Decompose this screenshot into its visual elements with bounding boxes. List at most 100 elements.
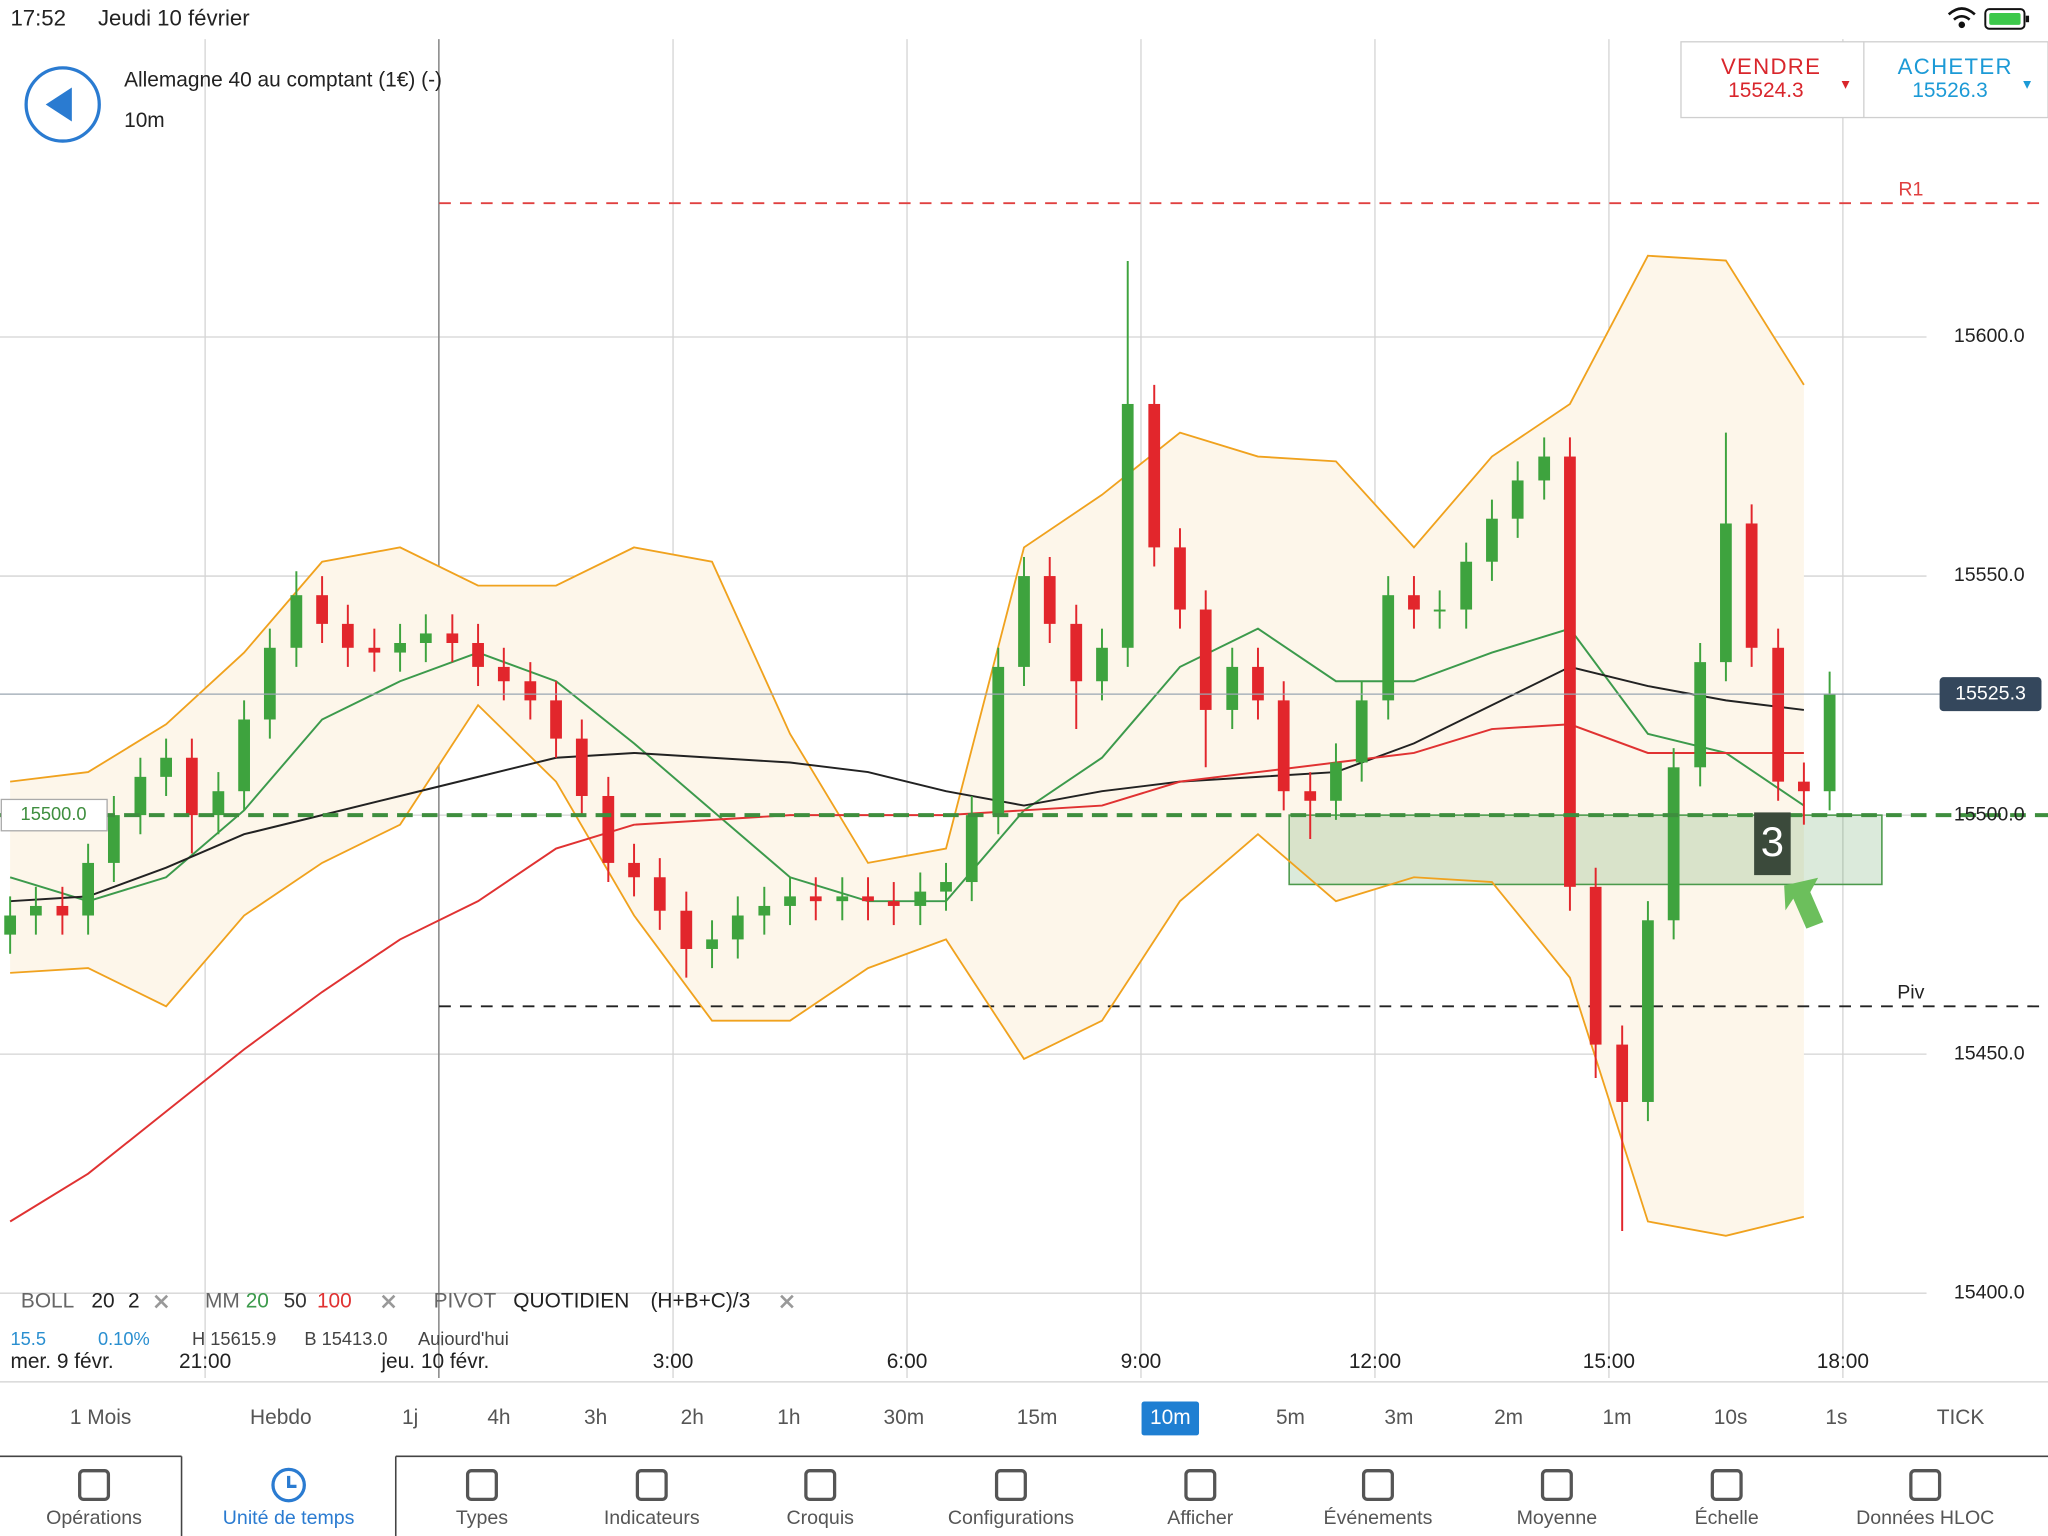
toolbar-icon <box>804 1469 837 1502</box>
back-button[interactable] <box>24 66 101 143</box>
timeframe-button[interactable]: 1j <box>402 1406 418 1429</box>
candle-body <box>341 623 354 648</box>
timeframe-button[interactable]: 1 Mois <box>70 1406 131 1429</box>
toolbar-button[interactable]: Opérations <box>46 1507 142 1529</box>
candle-body <box>290 595 303 648</box>
quote-box <box>1680 41 2048 119</box>
wifi-icon <box>1947 7 1976 29</box>
toolbar-icon <box>635 1469 668 1502</box>
candle-body <box>419 633 432 644</box>
toolbar-icon <box>1184 1469 1217 1502</box>
candle-body <box>1226 666 1239 710</box>
candle-body <box>472 643 484 667</box>
last-price-label: 15525.3 <box>1955 682 2026 704</box>
boll-deviation: 2 <box>128 1290 140 1313</box>
timeframe-button[interactable]: 1s <box>1825 1406 1847 1429</box>
toolbar-icon <box>271 1467 306 1503</box>
candle-body <box>1798 781 1810 792</box>
candle-body <box>784 896 796 906</box>
bollinger-upper <box>10 254 1805 864</box>
pivot-level-label: R1 <box>1898 178 1923 200</box>
candle-body <box>1667 767 1680 921</box>
timeframe-button[interactable]: 2m <box>1494 1406 1523 1429</box>
toolbar-button[interactable]: Croquis <box>787 1507 855 1529</box>
remove-icons[interactable] <box>154 1294 794 1309</box>
timeframe-button[interactable]: 3h <box>584 1406 607 1429</box>
selected-timeframe-bg <box>1141 1401 1200 1436</box>
info-text: B 15413.0 <box>304 1328 387 1349</box>
candle-body <box>185 757 198 816</box>
toolbar-button[interactable]: Événements <box>1324 1506 1433 1529</box>
mm-label: MM <box>205 1290 240 1313</box>
candle-body <box>706 939 718 949</box>
candle-body <box>1148 403 1161 548</box>
candle-body <box>316 595 328 624</box>
timeframe-button[interactable]: 10m <box>1150 1406 1191 1429</box>
pivot-formula: (H+B+C)/3 <box>650 1290 750 1313</box>
buy-button[interactable]: ACHETER 15526.3 <box>1898 54 2032 102</box>
toolbar-button[interactable]: Types <box>456 1507 508 1529</box>
timeframe-button[interactable]: 4h <box>487 1406 510 1429</box>
timeframe-button[interactable]: 10s <box>1714 1406 1748 1429</box>
candle-body <box>1330 762 1342 801</box>
timeframe-button[interactable]: Hebdo <box>250 1406 312 1429</box>
candle-body <box>238 719 250 792</box>
candle-body <box>965 815 978 883</box>
buy-price: 15526.3 <box>1912 79 1987 102</box>
boll-period: 20 <box>91 1290 114 1313</box>
candle-body <box>1199 609 1212 710</box>
candle-body <box>680 910 693 949</box>
toolbar-button[interactable]: Configurations <box>948 1507 1074 1529</box>
candle-body <box>653 877 666 911</box>
status-time: 17:52 <box>10 5 66 30</box>
candle-body <box>1772 647 1785 782</box>
toolbar-button[interactable]: Afficher <box>1167 1507 1233 1529</box>
sell-button[interactable]: VENDRE 15524.3 <box>1721 54 1850 102</box>
candle-body <box>887 901 900 906</box>
y-tick-label: 15550.0 <box>1954 564 2025 586</box>
toolbar-button[interactable]: Données HLOC <box>1856 1507 1994 1529</box>
interval-label: 10m <box>124 109 165 132</box>
candle-body <box>524 681 537 701</box>
timeframe-button[interactable]: 30m <box>884 1406 925 1429</box>
timeframe-button[interactable]: TICK <box>1937 1406 1985 1429</box>
marker-box <box>1754 812 1791 876</box>
moving-average <box>9 627 1805 903</box>
arrow-icon <box>1784 877 1824 929</box>
timeframe-button[interactable]: 1h <box>777 1406 800 1429</box>
candle-body <box>1486 518 1498 562</box>
toolbar-button[interactable]: Indicateurs <box>604 1507 700 1529</box>
toolbar-icon <box>287 1475 297 1488</box>
y-tick-label: 15400.0 <box>1954 1281 2025 1303</box>
mm-period: 50 <box>284 1290 307 1313</box>
toolbar-button[interactable]: Échelle <box>1695 1506 1759 1529</box>
timeframe-button[interactable]: 1m <box>1602 1406 1631 1429</box>
candle-body <box>1642 920 1654 1102</box>
timeframe-button[interactable]: 3m <box>1384 1406 1413 1429</box>
timeframe-button[interactable]: 5m <box>1276 1406 1305 1429</box>
timeframe-button[interactable]: 2h <box>681 1406 704 1429</box>
candle-body <box>1018 576 1030 667</box>
timeframe-button[interactable]: 15m <box>1017 1406 1058 1429</box>
candle-body <box>602 795 615 863</box>
status-date: Jeudi 10 février <box>98 5 250 30</box>
timeframe-bar: 1 Mois Hebdo 1j 4h 3h 2h 1h 30m 15m 10m 5m 3m 2m 1m 10… <box>70 1401 1985 1436</box>
x-tick-label: 6:00 <box>887 1350 928 1373</box>
date-label: jeu. 10 févr. <box>380 1350 489 1373</box>
x-tick-label: 21:00 <box>179 1350 231 1373</box>
toolbar-button[interactable]: Moyenne <box>1517 1507 1598 1529</box>
bollinger-lower <box>10 703 1805 1237</box>
toolbar-button[interactable]: Unité de temps <box>223 1507 355 1529</box>
moving-average <box>10 665 1805 903</box>
pivot-period: QUOTIDIEN <box>513 1290 629 1313</box>
buy-label: ACHETER <box>1898 54 2013 79</box>
sell-price: 15524.3 <box>1728 79 1803 102</box>
toolbar-icon <box>78 1469 111 1502</box>
toolbar-icon <box>465 1469 498 1502</box>
candle-body <box>1355 700 1368 763</box>
toolbar-icon <box>1710 1469 1743 1502</box>
x-tick-label: 18:00 <box>1817 1350 1869 1373</box>
candle-body <box>134 776 147 816</box>
toolbar: Opérations Unité de temps Types Indicateurs… <box>46 1467 1994 1529</box>
instrument-title: Allemagne 40 au comptant (1€) (-) <box>124 68 442 91</box>
